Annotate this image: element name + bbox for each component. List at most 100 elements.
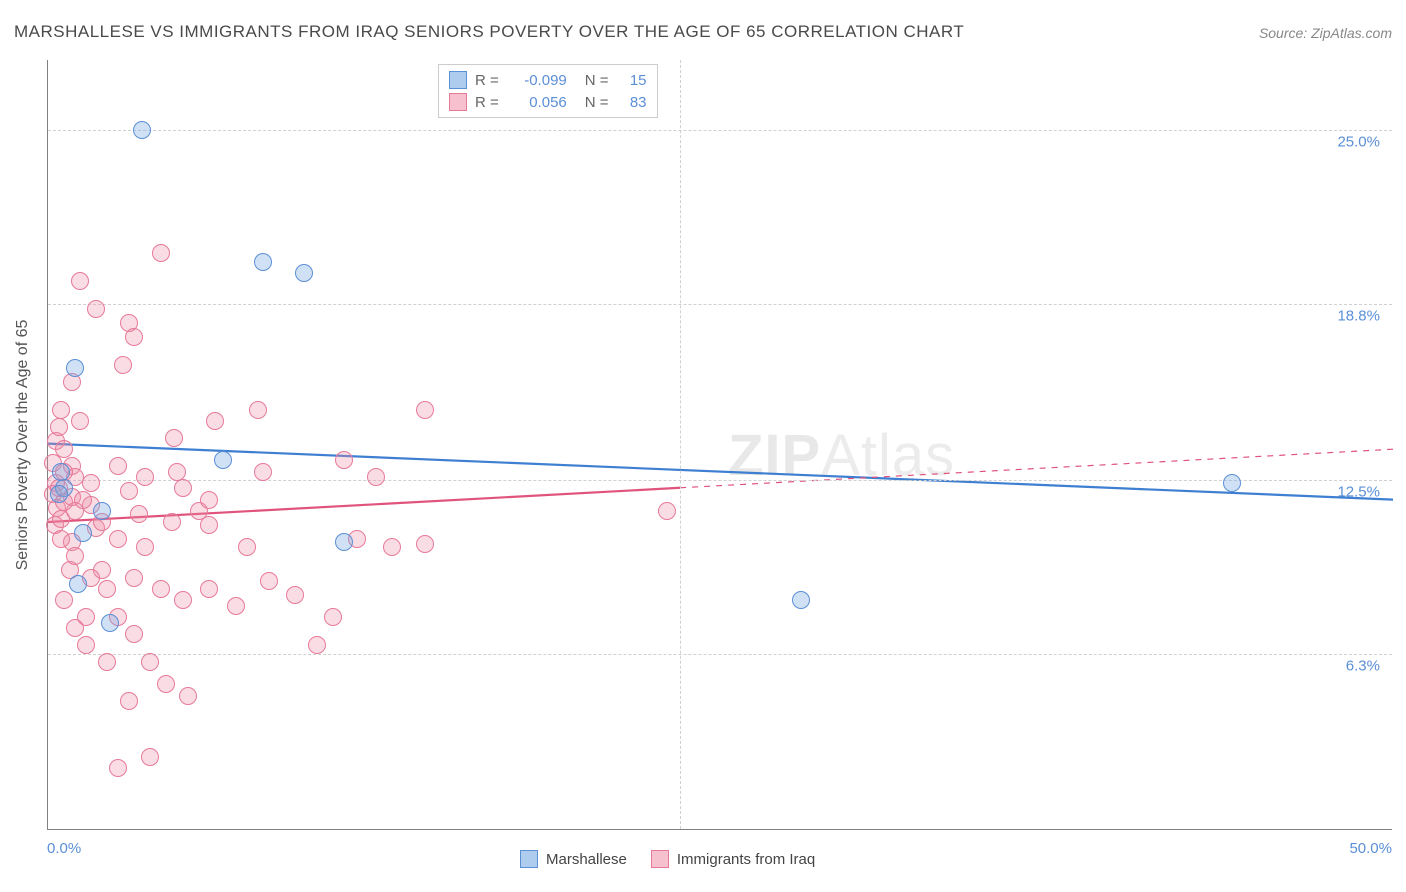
data-point	[71, 412, 89, 430]
data-point	[77, 636, 95, 654]
data-point	[141, 653, 159, 671]
data-point	[125, 625, 143, 643]
source-attribution: Source: ZipAtlas.com	[1259, 25, 1392, 41]
legend-series-name: Immigrants from Iraq	[677, 851, 815, 868]
data-point	[109, 759, 127, 777]
data-point	[157, 675, 175, 693]
data-point	[50, 485, 68, 503]
data-point	[174, 479, 192, 497]
grid-line-h	[48, 130, 1392, 131]
stats-legend-row: R = 0.056 N = 83	[449, 91, 647, 113]
legend-swatch	[449, 71, 467, 89]
data-point	[120, 692, 138, 710]
data-point	[109, 457, 127, 475]
data-point	[52, 530, 70, 548]
data-point	[286, 586, 304, 604]
data-point	[82, 474, 100, 492]
x-tick-min: 0.0%	[47, 840, 81, 857]
data-point	[52, 463, 70, 481]
x-tick-max: 50.0%	[1349, 840, 1392, 857]
data-point	[200, 491, 218, 509]
data-point	[206, 412, 224, 430]
data-point	[55, 591, 73, 609]
legend-swatch	[651, 850, 669, 868]
data-point	[141, 748, 159, 766]
data-point	[87, 300, 105, 318]
data-point	[335, 451, 353, 469]
data-point	[179, 687, 197, 705]
stat-N-value: 83	[617, 94, 647, 111]
bottom-legend: Marshallese Immigrants from Iraq	[520, 850, 815, 868]
watermark-prefix: ZIP	[728, 423, 821, 488]
data-point	[66, 359, 84, 377]
bottom-legend-item: Immigrants from Iraq	[651, 850, 815, 868]
chart-container: MARSHALLESE VS IMMIGRANTS FROM IRAQ SENI…	[0, 0, 1406, 892]
plot-area: ZIPAtlas R = -0.099 N = 15 R = 0.056 N = 83 6.3…	[47, 60, 1392, 830]
data-point	[55, 440, 73, 458]
data-point	[50, 418, 68, 436]
data-point	[133, 121, 151, 139]
data-point	[165, 429, 183, 447]
data-point	[136, 538, 154, 556]
data-point	[98, 653, 116, 671]
data-point	[66, 547, 84, 565]
data-point	[254, 463, 272, 481]
y-tick-label: 6.3%	[1346, 657, 1380, 674]
grid-line-v	[680, 60, 681, 829]
grid-line-h	[48, 304, 1392, 305]
data-point	[227, 597, 245, 615]
data-point	[658, 502, 676, 520]
data-point	[254, 253, 272, 271]
data-point	[109, 530, 127, 548]
data-point	[200, 580, 218, 598]
chart-title: MARSHALLESE VS IMMIGRANTS FROM IRAQ SENI…	[14, 22, 964, 42]
data-point	[125, 328, 143, 346]
watermark: ZIPAtlas	[728, 422, 955, 489]
data-point	[125, 569, 143, 587]
stat-R-label: R =	[475, 94, 499, 111]
stat-N-label: N =	[585, 94, 609, 111]
data-point	[98, 580, 116, 598]
watermark-suffix: Atlas	[821, 423, 955, 488]
data-point	[200, 516, 218, 534]
data-point	[52, 401, 70, 419]
y-tick-label: 18.8%	[1337, 307, 1380, 324]
y-tick-label: 25.0%	[1337, 134, 1380, 151]
legend-swatch	[449, 93, 467, 111]
data-point	[367, 468, 385, 486]
data-point	[308, 636, 326, 654]
data-point	[69, 575, 87, 593]
y-tick-label: 12.5%	[1337, 484, 1380, 501]
data-point	[1223, 474, 1241, 492]
stat-N-value: 15	[617, 72, 647, 89]
data-point	[416, 401, 434, 419]
data-point	[214, 451, 232, 469]
data-point	[163, 513, 181, 531]
stat-N-label: N =	[585, 72, 609, 89]
stats-legend-row: R =-0.099N =15	[449, 69, 647, 91]
data-point	[260, 572, 278, 590]
data-point	[152, 244, 170, 262]
data-point	[295, 264, 313, 282]
data-point	[66, 619, 84, 637]
data-point	[335, 533, 353, 551]
bottom-legend-item: Marshallese	[520, 850, 627, 868]
y-axis-label: Seniors Poverty Over the Age of 65	[14, 320, 32, 571]
stat-R-value: -0.099	[507, 72, 567, 89]
data-point	[416, 535, 434, 553]
grid-line-h	[48, 480, 1392, 481]
data-point	[93, 502, 111, 520]
data-point	[383, 538, 401, 556]
data-point	[74, 491, 92, 509]
data-point	[174, 591, 192, 609]
data-point	[101, 614, 119, 632]
grid-line-h	[48, 654, 1392, 655]
stat-R-value: 0.056	[507, 94, 567, 111]
data-point	[130, 505, 148, 523]
data-point	[71, 272, 89, 290]
data-point	[152, 580, 170, 598]
data-point	[114, 356, 132, 374]
stats-legend: R = -0.099 N = 15 R = 0.056 N = 83	[438, 64, 658, 118]
data-point	[168, 463, 186, 481]
data-point	[120, 482, 138, 500]
